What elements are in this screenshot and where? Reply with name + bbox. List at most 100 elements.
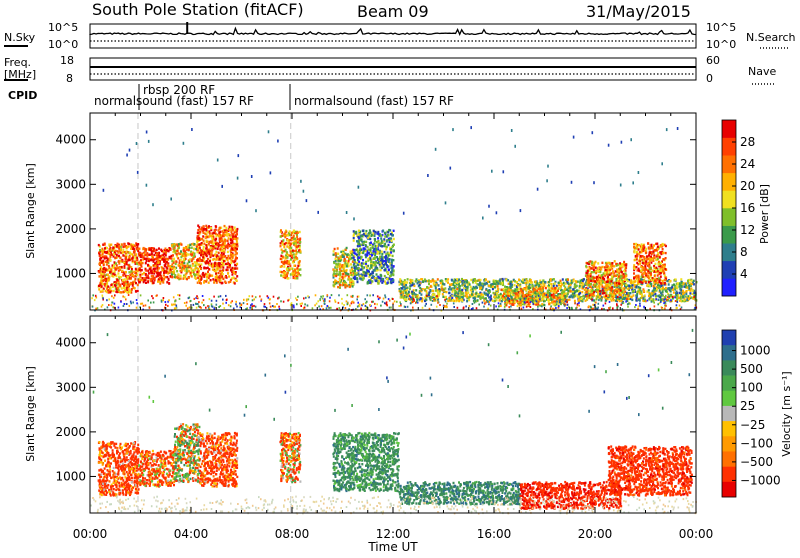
power-cell (432, 290, 434, 292)
power-cell (293, 242, 295, 244)
power-cell (154, 265, 156, 267)
power-cell (188, 270, 190, 272)
power-cell (482, 296, 484, 298)
nsky-label: N.Sky (4, 31, 36, 44)
power-cell (133, 251, 135, 253)
power-cell (607, 294, 609, 296)
power-cell (453, 280, 455, 282)
power-cell (156, 249, 158, 251)
power-cell (369, 229, 371, 231)
power-cell (424, 278, 426, 280)
power-cell (595, 267, 597, 269)
power-cell (407, 278, 409, 280)
power-cell (293, 230, 295, 232)
power-cell (502, 278, 504, 280)
power-cell (339, 260, 341, 262)
power-cell (129, 283, 131, 285)
power-cell (145, 282, 147, 284)
power-cell (113, 264, 115, 266)
power-cell (232, 244, 234, 246)
power-cell (376, 245, 378, 247)
power-cell (362, 267, 364, 269)
power-cell (126, 247, 128, 249)
power-cell (166, 249, 168, 251)
power-cell (534, 291, 536, 293)
power-cell (236, 248, 238, 250)
power-cell (587, 270, 589, 272)
power-cell (291, 237, 293, 239)
power-cell (621, 284, 623, 286)
power-cell (139, 278, 141, 280)
power-cell (679, 292, 681, 294)
power-cell (137, 290, 139, 292)
power-cell (145, 248, 147, 250)
power-cell (529, 287, 531, 289)
power-cell (336, 265, 338, 267)
power-cell (159, 281, 161, 283)
power-cell (170, 249, 172, 251)
power-cell (141, 262, 143, 264)
power-cell (202, 252, 204, 254)
power-cell (122, 270, 124, 272)
power-cell (420, 278, 422, 280)
power-cell (428, 283, 430, 285)
power-cell (381, 245, 383, 247)
power-cell (656, 288, 658, 290)
power-cell (549, 287, 551, 289)
power-cell (450, 288, 452, 290)
power-cell (586, 295, 588, 297)
power-cell (540, 281, 542, 283)
power-cell (284, 243, 286, 245)
power-cell (618, 270, 620, 272)
power-cell (456, 278, 458, 280)
power-cell (528, 298, 530, 300)
power-cell (337, 247, 339, 249)
power-cell (348, 277, 350, 279)
power-cell (586, 291, 588, 293)
power-cell (333, 254, 335, 256)
power-cell (210, 247, 212, 249)
power-cell (381, 282, 383, 284)
power-cell (549, 283, 551, 285)
power-cell (192, 265, 194, 267)
power-cell (416, 299, 418, 301)
power-cell (347, 273, 349, 275)
power-cell (219, 231, 221, 233)
power-cell (214, 262, 216, 264)
power-cell (588, 284, 590, 286)
power-cell (384, 251, 386, 253)
power-cell (229, 264, 231, 266)
power-cell (418, 281, 420, 283)
power-cell (214, 270, 216, 272)
power-cell (354, 261, 356, 263)
power-cell (235, 258, 237, 260)
power-cell (115, 275, 117, 277)
power-cell (125, 258, 127, 260)
power-cell (368, 252, 370, 254)
power-cell (630, 282, 632, 284)
power-cell (183, 255, 185, 257)
power-cell (181, 261, 183, 263)
power-cell (456, 299, 458, 301)
power-cell (335, 275, 337, 277)
power-cell (108, 277, 110, 279)
power-cell (154, 277, 156, 279)
power-cell (150, 278, 152, 280)
power-cell (337, 253, 339, 255)
power-cell (601, 262, 603, 264)
power-cell (230, 269, 232, 271)
power-cell (122, 248, 124, 250)
power-cell (467, 284, 469, 286)
power-cell (335, 253, 337, 255)
power-cell (559, 297, 561, 299)
power-cell (291, 232, 293, 234)
power-cell (532, 293, 534, 295)
power-cell (286, 268, 288, 270)
power-cell (293, 265, 295, 267)
power-cell (227, 234, 229, 236)
power-cell (388, 244, 390, 246)
power-cell (209, 250, 211, 252)
power-cell (235, 250, 237, 252)
power-cell (439, 290, 441, 292)
power-cell (380, 274, 382, 276)
